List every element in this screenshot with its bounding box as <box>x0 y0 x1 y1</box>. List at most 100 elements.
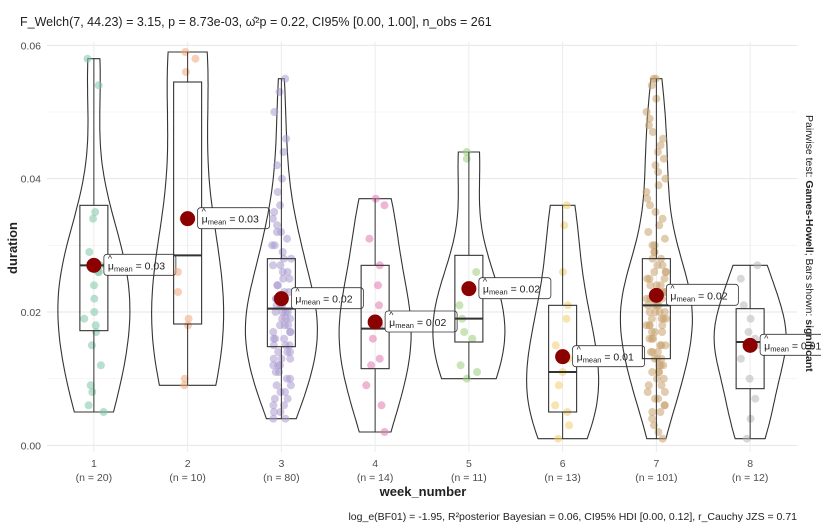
mu-hat: ^ <box>295 287 300 297</box>
data-point <box>99 408 108 416</box>
data-point <box>270 394 279 403</box>
data-point <box>460 328 469 336</box>
data-point <box>268 241 277 250</box>
data-point <box>742 434 751 443</box>
x-tick-label: 1 <box>91 458 97 470</box>
data-point <box>283 308 292 316</box>
y-tick-label: 0.04 <box>21 174 42 186</box>
data-point <box>180 374 189 383</box>
data-point <box>278 314 287 323</box>
data-point <box>271 334 280 343</box>
data-point <box>91 321 100 330</box>
data-point <box>644 228 653 236</box>
data-point <box>648 328 656 336</box>
data-point <box>94 81 103 90</box>
mean-subscript: mean <box>676 294 695 303</box>
violin-outline <box>713 264 787 440</box>
data-point <box>660 234 669 243</box>
data-point <box>283 348 292 356</box>
mean-value: = 0.02 <box>695 290 728 302</box>
data-point <box>736 274 745 283</box>
x-tick-label: 2 <box>185 458 191 470</box>
data-point <box>653 148 662 156</box>
box <box>641 258 671 360</box>
data-point <box>656 408 665 416</box>
data-point <box>648 408 657 416</box>
data-point <box>753 261 762 270</box>
y-tick-label: 0.06 <box>21 40 42 52</box>
x-tick-label: 6 <box>560 458 566 470</box>
data-point <box>642 321 651 330</box>
groups: μmean = 0.03^μmean = 0.03^μmean = 0.02^μ… <box>57 48 821 443</box>
right-caption-prefix: Pairwise test: <box>803 115 815 180</box>
data-point <box>85 248 94 256</box>
data-point <box>644 121 653 130</box>
data-point <box>643 194 652 203</box>
data-point <box>647 314 656 323</box>
data-point <box>377 401 386 410</box>
mean-label-box <box>759 333 821 356</box>
mean-label-box <box>478 277 552 300</box>
mean-subscript: mean <box>114 264 133 273</box>
right-caption-mid: ; Bars shown: <box>803 253 815 320</box>
data-point <box>282 134 291 143</box>
data-point <box>659 374 668 383</box>
data-point <box>270 208 279 216</box>
data-point <box>273 221 282 230</box>
data-point <box>661 268 670 276</box>
chart-title-text: F_Welch(7, 44.23) = 3.15, p = 8.73e-03, … <box>20 15 492 29</box>
data-point <box>462 154 471 163</box>
data-point <box>365 234 374 243</box>
x-tick-label: 3 <box>278 458 284 470</box>
data-point <box>375 301 383 310</box>
data-point <box>645 308 654 316</box>
data-point <box>273 281 282 290</box>
x-tick-count: (n = 20) <box>76 472 112 484</box>
mu-symbol: μ <box>764 340 770 352</box>
data-point <box>89 214 97 223</box>
data-point <box>96 361 105 370</box>
mean-label-box <box>572 345 646 368</box>
data-point <box>272 381 281 390</box>
data-point <box>374 281 382 290</box>
data-point <box>648 241 657 250</box>
mean-point <box>180 211 196 227</box>
data-point <box>660 274 669 283</box>
data-point <box>455 301 464 310</box>
data-point <box>659 134 667 143</box>
data-point <box>654 428 663 436</box>
mean-label: μmean = 0.02 <box>389 317 446 330</box>
data-point <box>655 368 663 376</box>
data-point <box>565 421 574 430</box>
mu-symbol: μ <box>389 317 395 329</box>
data-point <box>658 434 667 443</box>
data-point <box>655 361 664 370</box>
right-caption-test: Games-Howell <box>803 180 815 252</box>
data-point <box>274 348 283 356</box>
data-point <box>271 308 280 316</box>
data-point <box>184 314 193 323</box>
mu-symbol: μ <box>577 352 583 364</box>
mean-label: μmean = 0.03 <box>108 260 165 273</box>
violin-outline <box>151 51 225 386</box>
mean-subscript: mean <box>395 321 414 330</box>
data-point <box>368 334 377 343</box>
mean-point <box>648 287 664 303</box>
data-point <box>473 368 482 376</box>
data-point <box>654 181 663 190</box>
data-point <box>276 261 285 270</box>
data-point <box>560 221 569 230</box>
data-point <box>658 214 667 223</box>
data-point <box>658 261 667 270</box>
data-point <box>276 201 285 210</box>
data-point <box>554 381 563 390</box>
data-point <box>367 361 376 370</box>
mean-value: = 0.01 <box>789 340 821 352</box>
mu-symbol: μ <box>670 290 676 302</box>
mean-point <box>555 349 571 365</box>
data-point <box>751 394 760 403</box>
data-point <box>283 234 292 243</box>
data-point <box>87 341 96 350</box>
data-point <box>90 281 98 290</box>
mean-subscript: mean <box>489 288 508 297</box>
